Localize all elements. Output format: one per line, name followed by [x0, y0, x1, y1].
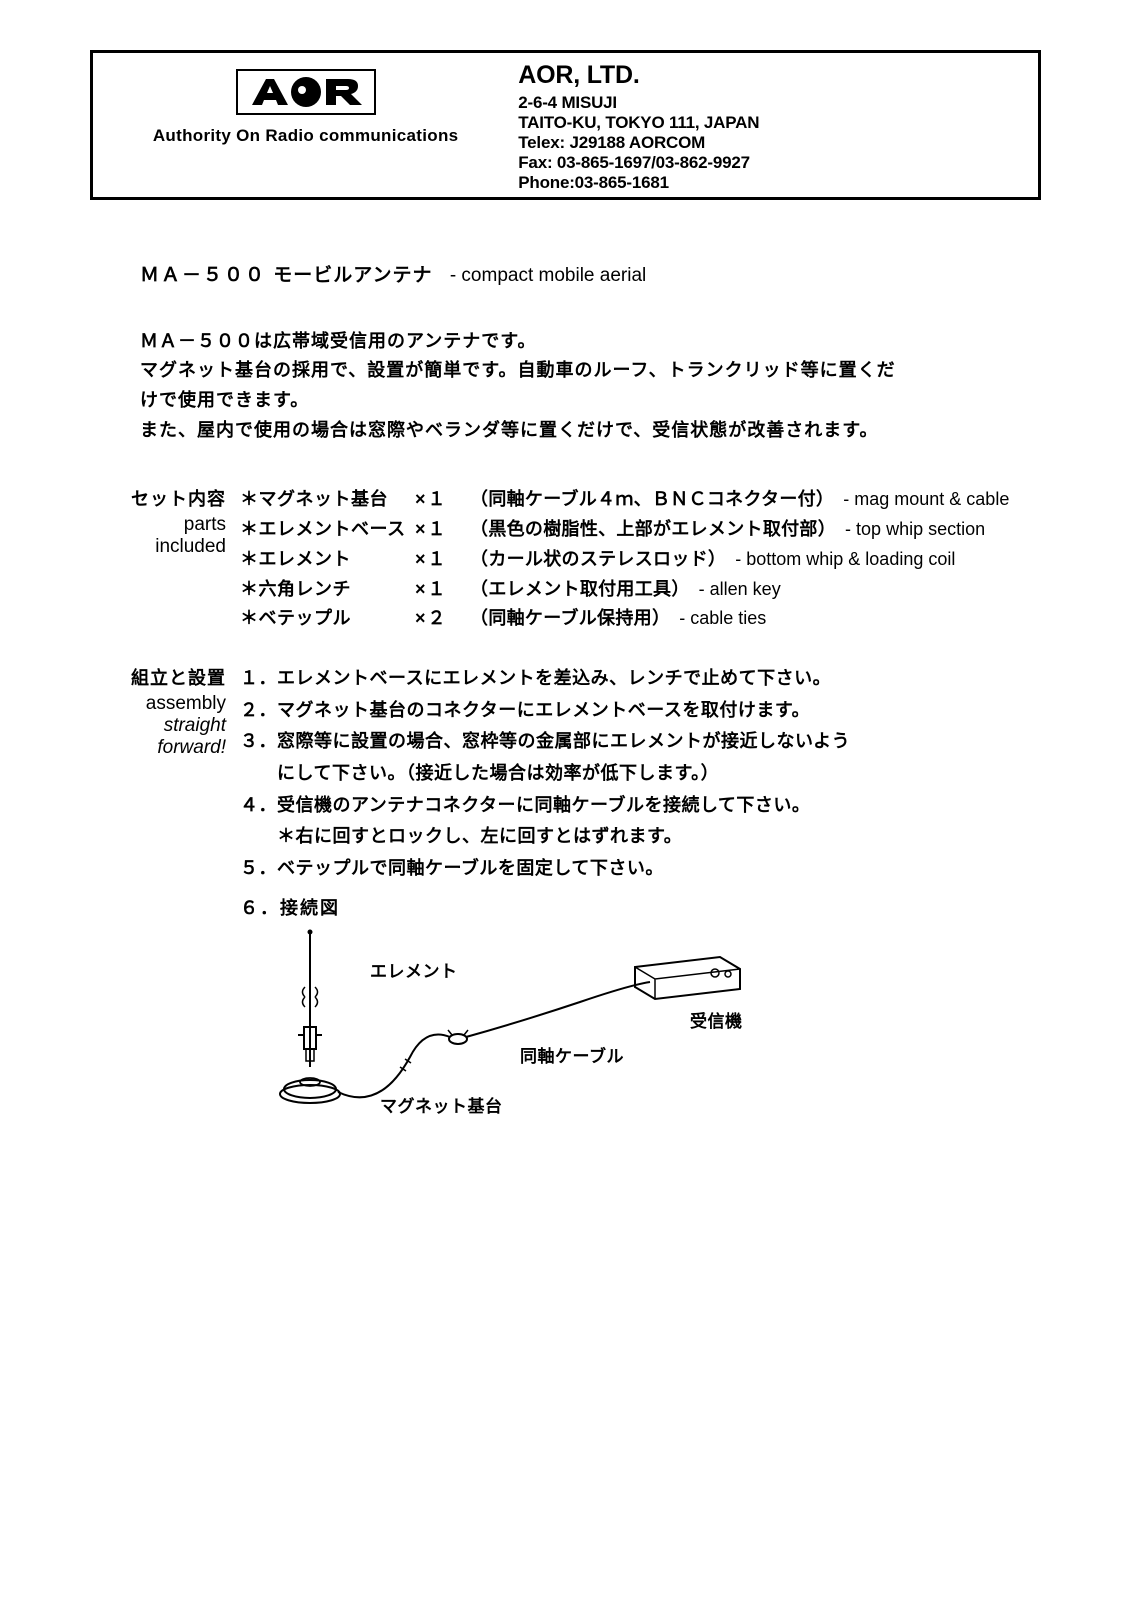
addr-line-2: TAITO-KU, TOKYO 111, JAPAN [518, 113, 991, 133]
tagline: Authority On Radio communications [93, 126, 518, 146]
content-area: ＭＡ－５００ モービルアンテナ - compact mobile aerial … [140, 260, 1031, 1137]
company-name: AOR, LTD. [518, 61, 991, 91]
logo-box [236, 69, 376, 115]
part-qty: ×１ [415, 575, 465, 605]
aor-logo-icon [246, 75, 366, 109]
parts-row: ＊エレメント ×１ （カール状のステレスロッド） - bottom whip &… [240, 545, 1009, 575]
diagram-container: ６．接続図 [240, 894, 850, 1137]
connection-diagram: エレメント 受信機 同軸ケーブル マグネット基台 [240, 927, 850, 1137]
wiring-diagram-icon: エレメント 受信機 同軸ケーブル マグネット基台 [240, 927, 760, 1127]
parts-label: セット内容 parts included [110, 485, 240, 558]
fax: Fax: 03-865-1697/03-862-9927 [518, 153, 991, 173]
part-name: ＊マグネット基台 [240, 485, 410, 515]
product-name-en: - compact mobile aerial [450, 265, 646, 286]
assembly-label-en: assembly straight forward! [110, 693, 226, 759]
part-annot: - top whip section [845, 519, 985, 539]
assembly-step: にして下さい。（接近した場合は効率が低下します。） [240, 759, 850, 789]
part-desc: （同軸ケーブル４ｍ、ＢＮＣコネクター付） [470, 489, 834, 509]
part-desc: （エレメント取付用工具） [470, 579, 690, 599]
part-desc: （カール状のステレスロッド） [470, 549, 726, 569]
step-6-label: ６．接続図 [240, 898, 340, 918]
diagram-label-mount: マグネット基台 [380, 1096, 503, 1116]
part-qty: ×１ [415, 545, 465, 575]
assembly-step: ４．受信機のアンテナコネクターに同軸ケーブルを接続して下さい。 [240, 791, 850, 821]
header-left: Authority On Radio communications [93, 61, 518, 146]
parts-label-jp: セット内容 [110, 485, 226, 511]
assembly-label: 組立と設置 assembly straight forward! [110, 664, 240, 759]
header-right: AOR, LTD. 2-6-4 MISUJI TAITO-KU, TOKYO 1… [518, 61, 991, 193]
intro-paragraph: ＭＡ－５００は広帯域受信用のアンテナです。 マグネット基台の採用で、設置が簡単で… [140, 327, 1031, 446]
assembly-section: 組立と設置 assembly straight forward! １．エレメント… [140, 664, 1031, 1137]
intro-line: ＭＡ－５００は広帯域受信用のアンテナです。 [140, 327, 1031, 357]
assembly-list: １．エレメントベースにエレメントを差込み、レンチで止めて下さい。 ２．マグネット… [240, 664, 850, 1137]
assembly-step: ＊右に回すとロックし、左に回すとはずれます。 [240, 822, 850, 852]
part-annot: - allen key [699, 579, 781, 599]
header-box: Authority On Radio communications AOR, L… [90, 50, 1041, 200]
intro-line: また、屋内で使用の場合は窓際やベランダ等に置くだけで、受信状態が改善されます。 [140, 416, 1031, 446]
assembly-en-line: forward! [110, 737, 226, 759]
assembly-step: ３．窓際等に設置の場合、窓枠等の金属部にエレメントが接近しないよう [240, 727, 850, 757]
parts-row: ＊ベテップル ×２ （同軸ケーブル保持用） - cable ties [240, 604, 1009, 634]
part-qty: ×１ [415, 485, 465, 515]
part-desc: （同軸ケーブル保持用） [470, 608, 670, 628]
diagram-label-element: エレメント [370, 962, 458, 981]
part-qty: ×１ [415, 515, 465, 545]
parts-row: ＊マグネット基台 ×１ （同軸ケーブル４ｍ、ＢＮＣコネクター付） - mag m… [240, 485, 1009, 515]
model-number: ＭＡ－５００ [140, 265, 266, 286]
assembly-en-line: assembly [110, 693, 226, 715]
parts-label-en: parts included [110, 514, 226, 558]
assembly-label-jp: 組立と設置 [110, 664, 226, 690]
assembly-step: ２．マグネット基台のコネクターにエレメントベースを取付けます。 [240, 696, 850, 726]
assembly-step: ５．ベテップルで同軸ケーブルを固定して下さい。 [240, 854, 850, 884]
assembly-step: １．エレメントベースにエレメントを差込み、レンチで止めて下さい。 [240, 664, 850, 694]
assembly-en-line: straight [110, 715, 226, 737]
product-name-jp: モービルアンテナ [273, 265, 432, 286]
addr-line-1: 2-6-4 MISUJI [518, 93, 991, 113]
telex: Telex: J29188 AORCOM [518, 133, 991, 153]
part-name: ＊ベテップル [240, 604, 410, 634]
intro-line: マグネット基台の採用で、設置が簡単です。自動車のルーフ、トランクリッド等に置くだ [140, 356, 1031, 386]
part-qty: ×２ [415, 604, 465, 634]
part-name: ＊エレメントベース [240, 515, 410, 545]
part-annot: - bottom whip & loading coil [735, 549, 955, 569]
parts-list: ＊マグネット基台 ×１ （同軸ケーブル４ｍ、ＢＮＣコネクター付） - mag m… [240, 485, 1009, 633]
phone: Phone:03-865-1681 [518, 173, 991, 193]
diagram-label-cable: 同軸ケーブル [520, 1046, 624, 1066]
part-desc: （黒色の樹脂性、上部がエレメント取付部） [470, 519, 836, 539]
document-page: Authority On Radio communications AOR, L… [40, 50, 1091, 1137]
product-title: ＭＡ－５００ モービルアンテナ - compact mobile aerial [140, 260, 1031, 287]
parts-row: ＊エレメントベース ×１ （黒色の樹脂性、上部がエレメント取付部） - top … [240, 515, 1009, 545]
part-name: ＊六角レンチ [240, 575, 410, 605]
parts-row: ＊六角レンチ ×１ （エレメント取付用工具） - allen key [240, 575, 1009, 605]
part-name: ＊エレメント [240, 545, 410, 575]
parts-section: セット内容 parts included ＊マグネット基台 ×１ （同軸ケーブル… [140, 485, 1031, 633]
diagram-label-receiver: 受信機 [690, 1011, 743, 1031]
part-annot: - mag mount & cable [843, 489, 1009, 509]
part-annot: - cable ties [679, 608, 766, 628]
intro-line: けで使用できます。 [140, 386, 1031, 416]
